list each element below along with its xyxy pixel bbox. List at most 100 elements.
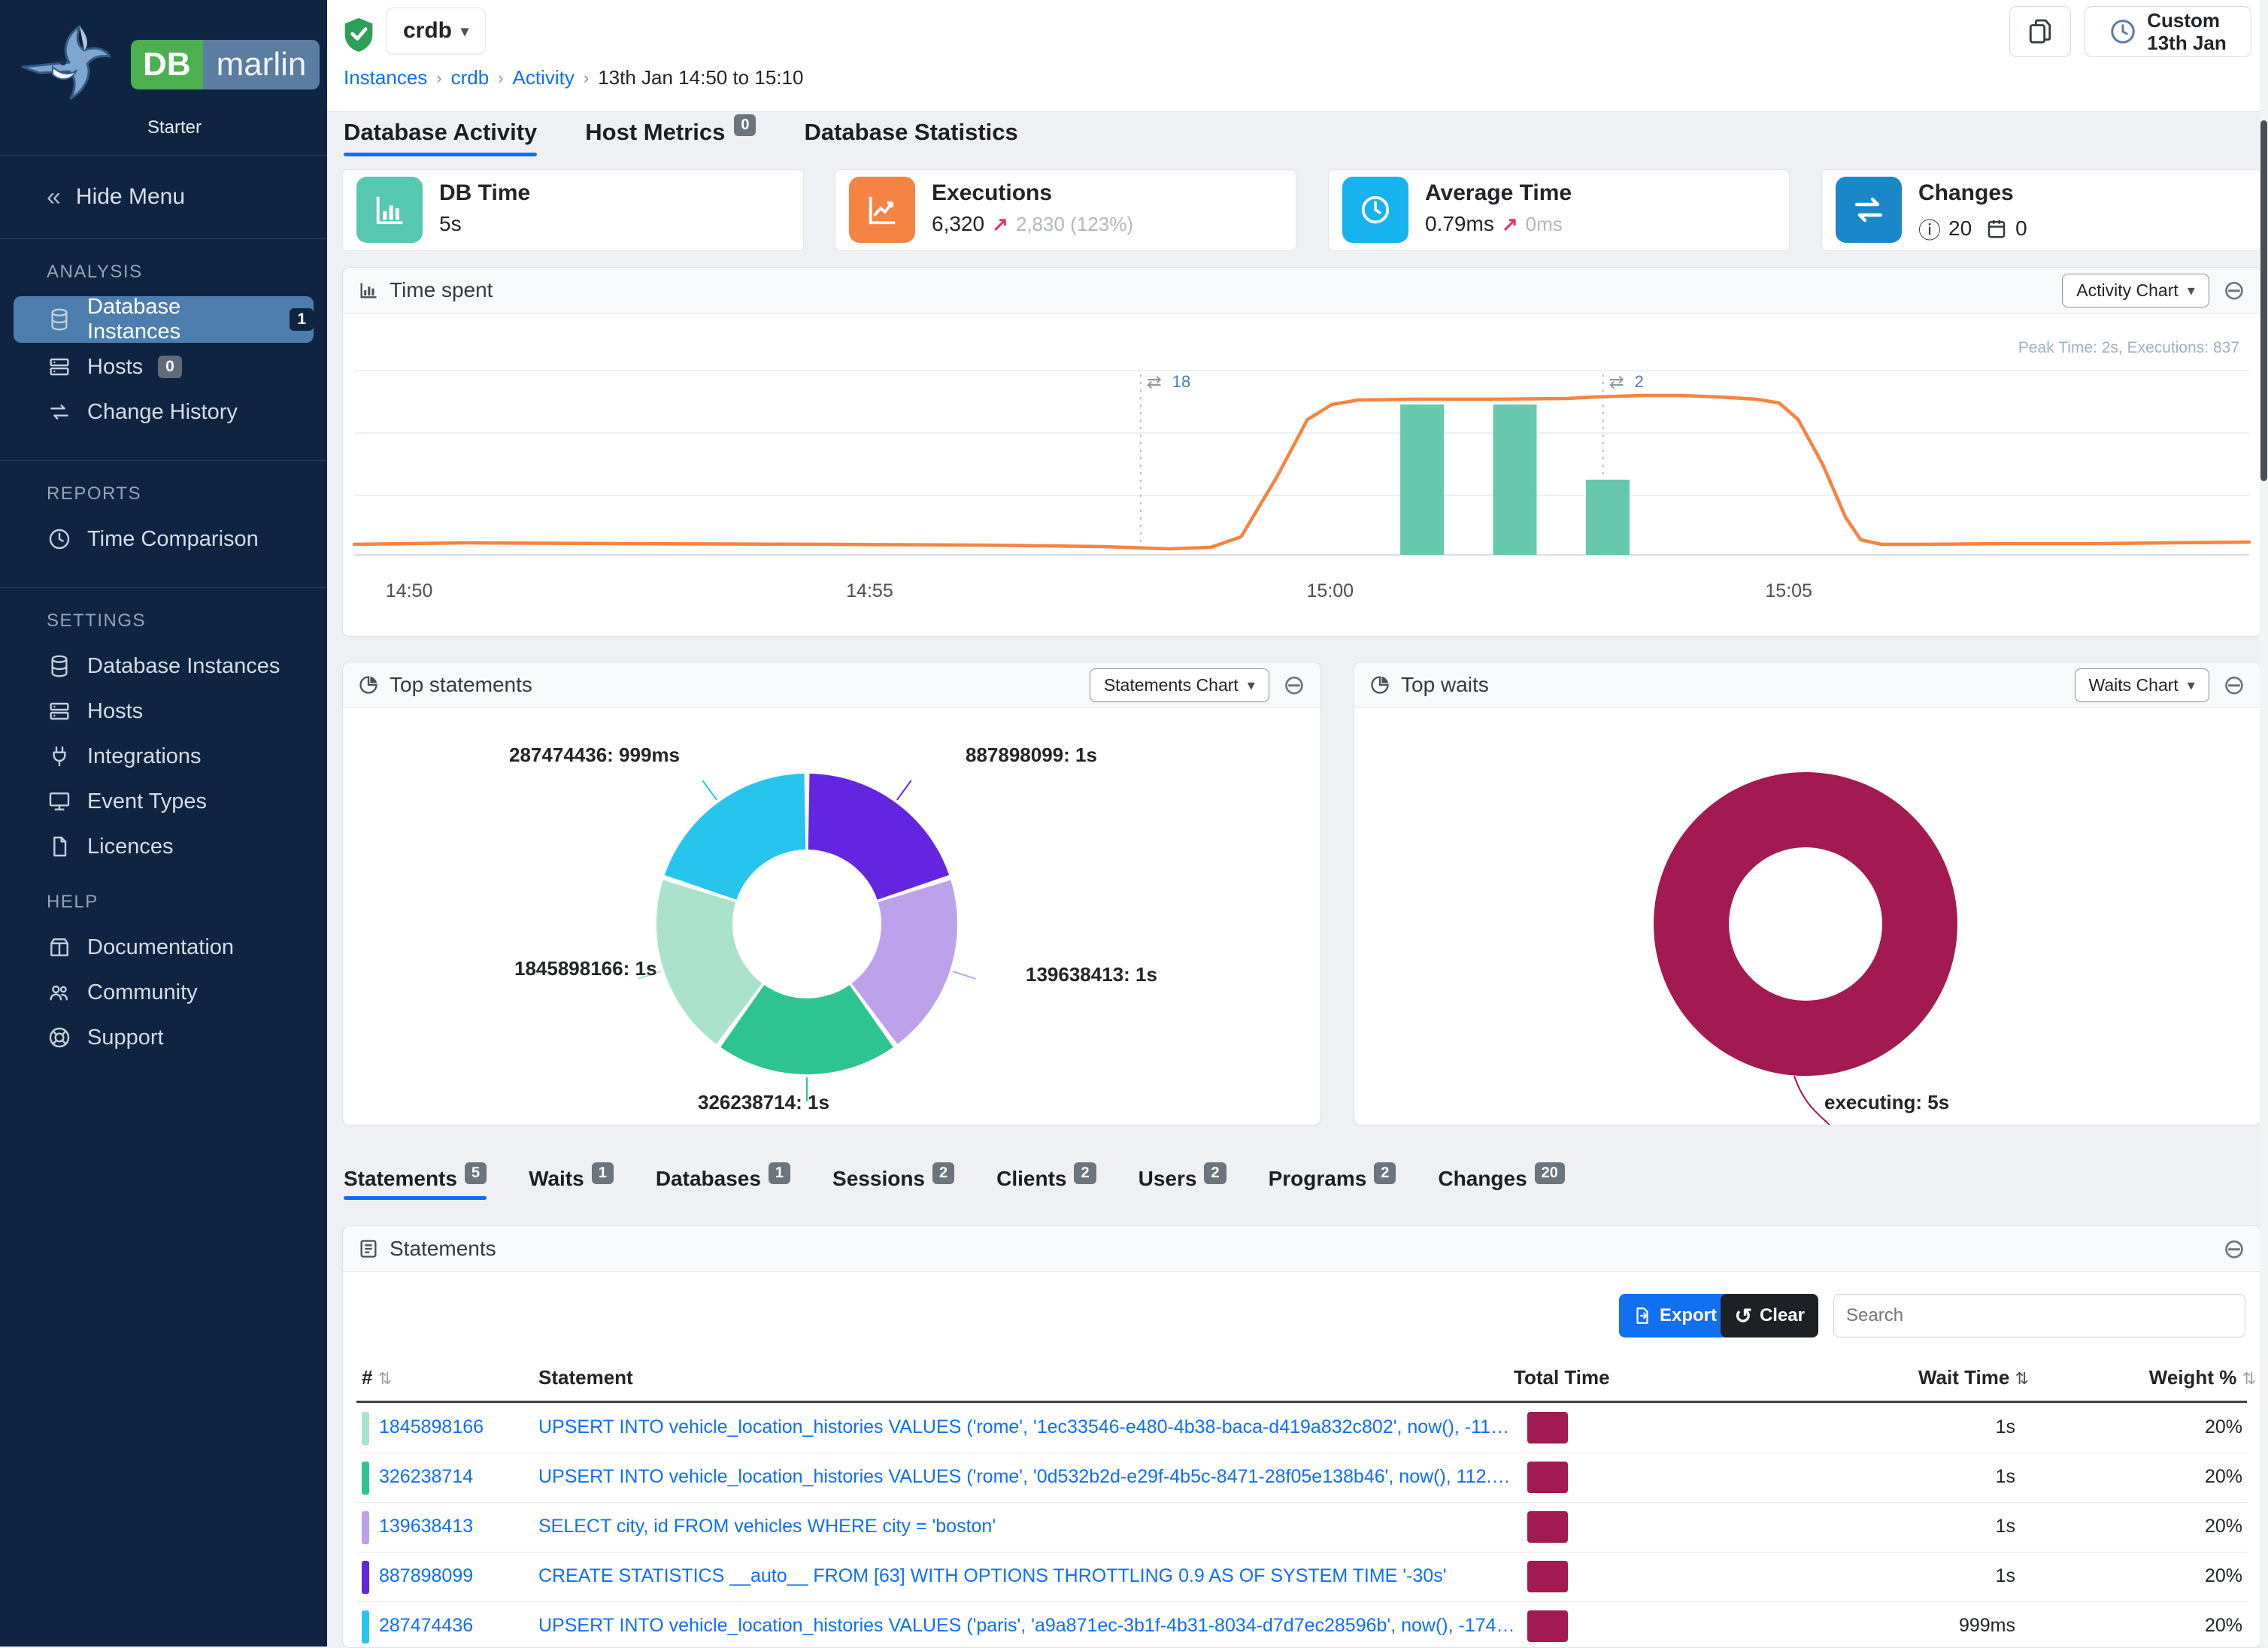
page-tabs: Database Activity Host Metrics 0 Database S… (344, 114, 1018, 156)
count-badge: 0 (158, 356, 182, 378)
sidebar-item-hosts[interactable]: Hosts (0, 689, 327, 734)
sidebar-item-integrations[interactable]: Integrations (0, 734, 327, 779)
export-button[interactable]: Export (1618, 1294, 1730, 1337)
waits-chart-select[interactable]: Waits Chart ▾ (2074, 668, 2209, 702)
sidebar-item-label: Support (87, 1025, 164, 1050)
detail-tab-changes[interactable]: Changes 20 (1438, 1162, 1565, 1200)
top-statements-panel: Top statements Statements Chart ▾ ⊖ 2874… (342, 662, 1321, 1125)
sidebar-item-time-comparison[interactable]: Time Comparison (0, 517, 327, 562)
wait-time-value: 1s (1995, 1416, 2015, 1437)
column-header-total-time[interactable]: Total Time (1514, 1366, 1610, 1389)
table-row[interactable]: 1845898166 UPSERT INTO vehicle_location_h… (356, 1403, 2247, 1453)
tab-database-statistics[interactable]: Database Statistics (804, 119, 1017, 156)
sidebar-item-documentation[interactable]: Documentation (0, 925, 327, 970)
tab-label: Sessions (832, 1167, 925, 1190)
collapse-panel-icon[interactable]: ⊖ (2222, 274, 2245, 305)
statement-sql-link[interactable]: UPSERT INTO vehicle_location_histories V… (538, 1615, 1516, 1636)
statement-sql-link[interactable]: SELECT city, id FROM vehicles WHERE city… (538, 1516, 996, 1537)
database-icon (47, 307, 72, 332)
statement-id-link[interactable]: 1845898166 (379, 1416, 484, 1437)
tab-label: Waits (529, 1167, 584, 1190)
collapse-chevrons-icon: « (47, 182, 61, 211)
edition-label: Starter (147, 117, 202, 138)
breadcrumb-activity[interactable]: Activity (512, 66, 575, 89)
clear-button[interactable]: ↺ Clear (1721, 1294, 1818, 1337)
wait-time-value: 1s (1995, 1565, 2015, 1586)
collapse-panel-icon[interactable]: ⊖ (2222, 669, 2245, 700)
sidebar-item-database-instances[interactable]: Database Instances 1 (14, 295, 314, 344)
sort-icon: ⇅ (377, 1369, 393, 1388)
pie-chart-icon (1369, 674, 1390, 695)
total-time-bar (1527, 1610, 1568, 1642)
column-header-index[interactable]: # ⇅ (362, 1366, 393, 1389)
sidebar-item-community[interactable]: Community (0, 970, 327, 1015)
export-icon (1633, 1306, 1652, 1325)
card-title: DB Time (439, 180, 531, 205)
hide-menu-label: Hide Menu (75, 184, 185, 209)
statement-id-link[interactable]: 287474436 (379, 1615, 474, 1636)
table-row[interactable]: 287474436 UPSERT INTO vehicle_location_hi… (356, 1601, 2247, 1647)
detail-tab-statements[interactable]: Statements 5 (344, 1162, 487, 1200)
copy-link-button[interactable] (2009, 6, 2071, 57)
event-changes-count: 0 (2015, 217, 2027, 240)
detail-tab-waits[interactable]: Waits 1 (529, 1162, 614, 1200)
statement-id-link[interactable]: 887898099 (379, 1565, 474, 1586)
statements-panel: Statements ⊖ Export ↺ Clear # ⇅ Statemen… (342, 1225, 2261, 1648)
activity-chart-select[interactable]: Activity Chart ▾ (2062, 273, 2209, 307)
trend-up-icon: ↗ (992, 212, 1008, 235)
copy-icon (2027, 17, 2053, 46)
sidebar-item-label: Integrations (87, 744, 202, 768)
statement-sql-link[interactable]: UPSERT INTO vehicle_location_histories V… (538, 1416, 1516, 1437)
statement-sql-link[interactable]: UPSERT INTO vehicle_location_histories V… (538, 1466, 1516, 1487)
hide-menu-button[interactable]: « Hide Menu (0, 156, 327, 238)
instance-selector[interactable]: crdb ▾ (386, 8, 487, 54)
weight-value: 20% (2204, 1466, 2242, 1487)
count-badge: 1 (290, 308, 314, 331)
sidebar-item-change-history[interactable]: Change History (0, 389, 327, 435)
statements-donut-chart[interactable] (343, 707, 1320, 1125)
sidebar-item-licences[interactable]: Licences (0, 824, 327, 869)
card-executions: Executions 6,320 ↗ 2,830 (123%) (835, 169, 1296, 251)
waits-donut-chart[interactable] (1354, 707, 2260, 1125)
search-input[interactable] (1833, 1294, 2245, 1337)
detail-tab-clients[interactable]: Clients 2 (996, 1162, 1096, 1200)
sidebar-item-hosts[interactable]: Hosts 0 (0, 344, 327, 389)
divider (0, 460, 327, 461)
detail-tab-sessions[interactable]: Sessions 2 (832, 1162, 955, 1200)
table-row[interactable]: 326238714 UPSERT INTO vehicle_location_hi… (356, 1453, 2247, 1503)
marlin-logo (17, 20, 122, 109)
column-header-weight[interactable]: Weight % ⇅ (2148, 1366, 2256, 1389)
breadcrumb-instances[interactable]: Instances (344, 66, 428, 89)
collapse-panel-icon[interactable]: ⊖ (1282, 669, 1305, 700)
total-time-bar (1527, 1511, 1568, 1543)
collapse-panel-icon[interactable]: ⊖ (2222, 1233, 2245, 1264)
weight-value: 20% (2204, 1615, 2242, 1636)
breadcrumb-crdb[interactable]: crdb (450, 66, 490, 89)
clock-icon (1342, 177, 1408, 243)
statement-id-link[interactable]: 326238714 (379, 1466, 474, 1487)
detail-tab-users[interactable]: Users 2 (1139, 1162, 1226, 1200)
column-header-wait-time[interactable]: Wait Time ⇅ (1918, 1366, 2029, 1389)
time-spent-chart[interactable]: ⇄ 18 ⇄ 2 14:50 14:55 15:00 15:05 (343, 313, 2260, 636)
table-row[interactable]: 139638413 SELECT city, id FROM vehicles W… (356, 1502, 2247, 1553)
scrollbar-thumb[interactable] (2260, 120, 2267, 481)
sidebar-item-support[interactable]: Support (0, 1015, 327, 1060)
tab-database-activity[interactable]: Database Activity (344, 119, 538, 156)
detail-tab-databases[interactable]: Databases 1 (656, 1162, 791, 1200)
statement-sql-link[interactable]: CREATE STATISTICS __auto__ FROM [63] WIT… (538, 1565, 1447, 1586)
sidebar-item-event-types[interactable]: Event Types (0, 779, 327, 824)
time-range-button[interactable]: Custom 13th Jan (2085, 6, 2251, 57)
statements-chart-select[interactable]: Statements Chart ▾ (1089, 668, 1269, 702)
weight-value: 20% (2204, 1416, 2242, 1437)
donut-label: executing: 5s (1824, 1091, 1950, 1113)
tab-host-metrics[interactable]: Host Metrics 0 (585, 114, 757, 156)
sidebar-item-database-instances[interactable]: Database Instances (0, 644, 327, 689)
clock-icon (2109, 18, 2136, 45)
screen-icon (47, 789, 72, 814)
column-header-statement[interactable]: Statement (538, 1366, 633, 1389)
vertical-scrollbar[interactable] (2260, 0, 2268, 1646)
health-shield-icon (342, 17, 375, 53)
detail-tab-programs[interactable]: Programs 2 (1269, 1162, 1396, 1200)
statement-id-link[interactable]: 139638413 (379, 1516, 474, 1537)
table-row[interactable]: 887898099 CREATE STATISTICS __auto__ FROM… (356, 1552, 2247, 1602)
